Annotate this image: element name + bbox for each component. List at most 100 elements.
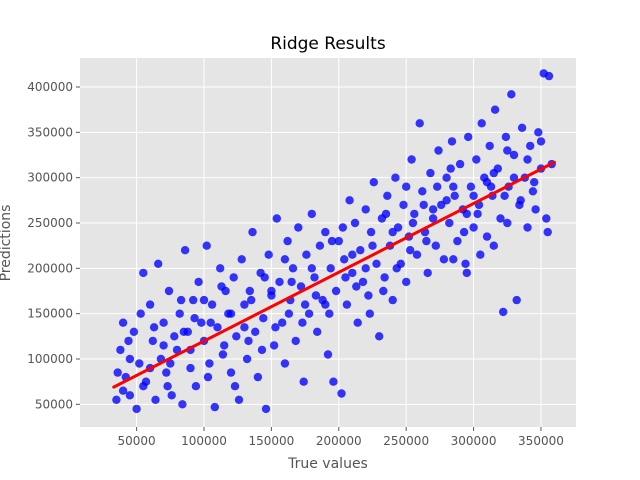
y-tick-label: 200000 <box>27 261 73 275</box>
scatter-point <box>439 255 449 264</box>
scatter-point <box>534 128 543 137</box>
scatter-point <box>234 395 244 404</box>
scatter-point <box>124 336 133 346</box>
scatter-point <box>372 259 381 268</box>
scatter-point <box>364 291 373 300</box>
scatter-point <box>313 327 322 336</box>
scatter-point <box>283 236 292 246</box>
scatter-point <box>392 264 401 273</box>
scatter-point <box>202 241 211 250</box>
scatter-point <box>180 246 190 255</box>
scatter-point <box>442 173 451 182</box>
y-tick-label: 50000 <box>35 397 73 411</box>
scatter-point <box>412 250 422 259</box>
x-tick-label: 300000 <box>451 434 497 448</box>
scatter-point <box>296 282 306 291</box>
scatter-point <box>287 277 296 287</box>
scatter-point <box>507 90 516 99</box>
scatter-point <box>462 209 471 219</box>
scatter-point <box>499 307 508 317</box>
scatter-point <box>248 227 257 237</box>
scatter-point <box>369 178 378 187</box>
scatter-point <box>450 191 459 200</box>
scatter-point <box>428 205 438 214</box>
scatter-point <box>500 191 509 200</box>
scatter-point <box>334 236 343 246</box>
scatter-point <box>348 250 357 259</box>
scatter-point <box>407 155 416 164</box>
scatter-point <box>476 250 485 259</box>
scatter-point <box>210 402 219 412</box>
scatter-point <box>244 336 253 346</box>
chart-title: Ridge Results <box>270 34 386 54</box>
scatter-point <box>232 332 241 341</box>
scatter-point <box>302 250 311 259</box>
scatter-point <box>544 71 554 81</box>
scatter-point <box>423 268 432 278</box>
scatter-point <box>190 314 199 323</box>
scatter-point <box>315 241 325 250</box>
scatter-point <box>257 345 267 355</box>
scatter-point <box>464 132 473 142</box>
x-axis-label: True values <box>287 456 368 472</box>
scatter-point <box>433 182 442 191</box>
scatter-point <box>523 155 532 164</box>
scatter-point <box>445 218 454 228</box>
scatter-point <box>321 227 330 237</box>
scatter-point <box>288 264 298 273</box>
scatter-point <box>528 187 538 196</box>
y-tick-label: 150000 <box>27 307 73 321</box>
scatter-point <box>543 227 552 237</box>
scatter-point <box>469 223 478 232</box>
scatter-point <box>422 236 431 246</box>
scatter-point <box>170 332 179 341</box>
scatter-point <box>129 327 139 336</box>
scatter-point <box>509 150 519 160</box>
scatter-point <box>361 205 370 214</box>
scatter-point <box>229 273 238 282</box>
scatter-point <box>486 182 496 191</box>
scatter-point <box>163 382 172 391</box>
scatter-point <box>167 391 176 400</box>
scatter-point <box>159 341 168 350</box>
scatter-point <box>269 341 279 350</box>
scatter-point <box>189 295 198 305</box>
scatter-point <box>113 368 122 377</box>
scatter-point <box>327 236 337 246</box>
scatter-point <box>118 386 128 395</box>
scatter-point <box>512 295 521 305</box>
scatter-point <box>446 164 455 173</box>
scatter-point <box>291 336 300 346</box>
scatter-point <box>466 182 476 191</box>
scatter-point <box>321 300 330 309</box>
x-tick-label: 100000 <box>181 434 227 448</box>
plot-background <box>80 58 576 427</box>
data-points <box>112 69 556 414</box>
scatter-point <box>213 323 222 332</box>
scatter-point <box>383 191 392 200</box>
scatter-point <box>259 314 268 323</box>
scatter-point <box>172 345 182 355</box>
scatter-point <box>125 391 135 400</box>
scatter-point <box>402 277 411 287</box>
scatter-point <box>179 327 188 336</box>
scatter-point <box>326 264 335 273</box>
tick-labels: 50000 100000 150000 200000 250000 300000 35000… <box>27 80 564 448</box>
scatter-point <box>338 223 347 232</box>
scatter-point <box>307 209 316 219</box>
scatter-point <box>159 318 168 327</box>
scatter-point <box>361 264 370 273</box>
scatter-point <box>356 246 365 255</box>
scatter-point <box>220 341 229 350</box>
scatter-point <box>503 146 512 155</box>
scatter-point <box>145 300 155 309</box>
scatter-point <box>136 309 145 318</box>
scatter-point <box>203 372 213 382</box>
scatter-point <box>473 209 482 219</box>
y-tick-label: 250000 <box>27 216 73 230</box>
scatter-point <box>247 295 256 305</box>
scatter-point <box>536 137 546 146</box>
scatter-point <box>323 350 333 359</box>
scatter-point <box>118 318 128 327</box>
